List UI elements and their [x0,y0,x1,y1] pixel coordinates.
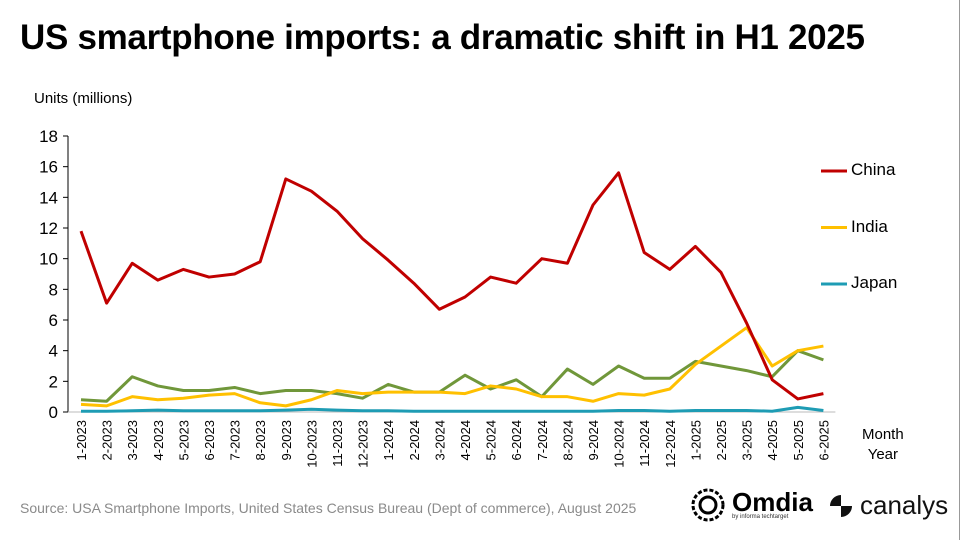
x-tick-label: 6-2024 [509,420,524,460]
omdia-wordmark: Omdia [732,487,813,517]
x-tick-label: 2-2023 [100,420,115,460]
canalys-logo-icon [830,494,852,517]
series-line-india [80,326,824,408]
legend-label-india: India [851,216,888,236]
x-tick-label: 1-2024 [381,420,396,460]
y-tick-label: 0 [49,403,58,422]
series-line-china [79,171,824,401]
x-tick-label: 5-2024 [484,420,499,460]
x-tick-label: 1-2025 [688,420,703,460]
y-tick-label: 10 [39,250,58,269]
y-tick-label: 8 [49,280,58,299]
x-tick-label: 12-2024 [663,420,678,468]
x-tick-label: 7-2024 [535,420,550,460]
x-tick-label: 3-2023 [125,420,140,460]
canalys-wordmark: canalys [860,490,949,520]
x-axis-label: Month Year [862,425,904,465]
x-axis-label-year: Year [867,446,898,463]
x-tick-label: 4-2023 [151,420,166,460]
omdia-subtext: by informa techtarget [732,514,789,520]
y-axis-label: Units (millions) [34,90,133,107]
omdia-logo-icon [691,488,725,522]
y-tick-label: 14 [39,188,58,207]
x-tick-label: 6-2025 [816,420,831,460]
series-line-japan [81,405,824,413]
x-tick-label: 9-2023 [279,420,294,460]
source-note: Source: USA Smartphone Imports, United S… [20,500,637,516]
x-tick-label: 10-2024 [612,420,627,468]
x-tick-label: 4-2025 [765,420,780,460]
y-tick-label: 4 [49,342,58,361]
x-tick-label: 3-2024 [432,420,447,460]
x-tick-label: 8-2024 [560,420,575,460]
legend-label-china: China [851,160,896,179]
y-tick-label: 16 [39,158,58,177]
y-tick-label: 6 [49,311,58,330]
x-tick-label: 4-2024 [458,420,473,460]
x-tick-label: 12-2023 [356,420,371,468]
x-tick-label: 2-2025 [714,420,729,460]
y-tick-label: 2 [49,372,58,391]
x-tick-label: 8-2023 [253,420,268,460]
x-tick-label: 10-2023 [304,420,319,468]
x-tick-label: 5-2025 [791,420,806,460]
x-tick-label: 6-2023 [202,420,217,460]
x-tick-label: 11-2024 [637,420,652,467]
x-tick-label: 11-2023 [330,420,345,467]
x-tick-label: 5-2023 [176,420,191,460]
x-tick-label: 2-2024 [407,420,422,460]
y-tick-label: 12 [39,219,58,238]
y-tick-label: 18 [39,127,58,146]
legend-label-japan: Japan [851,273,898,292]
x-tick-label: 3-2025 [740,420,755,460]
x-tick-label: 7-2023 [228,420,243,460]
x-tick-label: 1-2023 [74,420,89,460]
canalys-logo: canalys [828,490,948,521]
x-axis-label-month: Month [862,426,904,443]
omdia-logo: Omdia by informa techtarget [690,487,813,523]
chart-title: US smartphone imports: a dramatic shift … [20,18,865,57]
x-tick-label: 9-2024 [586,420,601,460]
